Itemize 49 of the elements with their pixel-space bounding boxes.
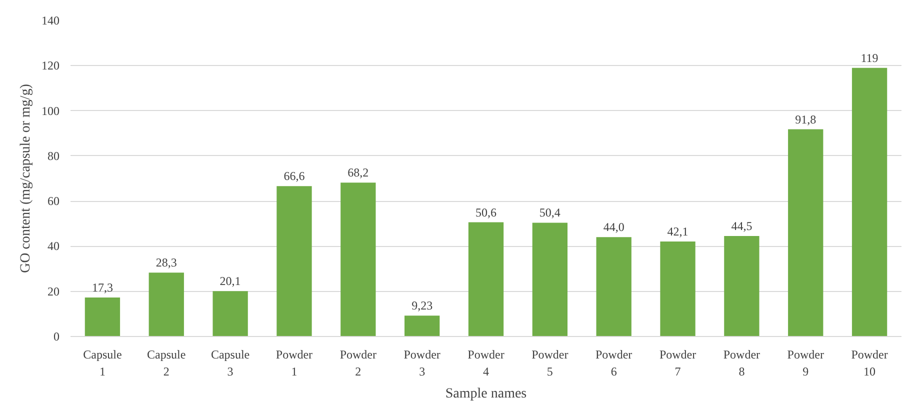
x-tick-label: Powder 6 [596,348,632,378]
y-tick-label: 80 [48,148,60,163]
bar [84,297,120,336]
y-tick-label: 140 [42,14,60,28]
x-tick-label: Powder 1 [276,348,313,378]
x-tick-label: Capsule 1 [83,348,122,378]
y-tick-label: 120 [42,58,60,73]
x-tick-label: Powder 3 [404,348,440,378]
data-label: 28,3 [156,256,177,270]
x-tick-label: Powder 4 [468,348,504,378]
y-tick-label: 60 [48,194,60,208]
x-tick-label: Powder 7 [659,348,696,378]
bar [788,129,824,336]
bar [148,272,184,336]
x-tick-label: Powder 10 [851,348,888,378]
y-tick-label: 40 [48,239,60,254]
bar [340,182,376,336]
y-tick-label: 0 [54,330,60,344]
y-tick-label: 100 [42,104,60,118]
data-label: 91,8 [795,112,816,126]
bar [724,236,760,336]
data-label: 42,1 [667,224,688,238]
bar [596,237,632,336]
bar [276,186,312,336]
data-label: 66,6 [284,169,305,184]
data-label: 17,3 [92,280,113,294]
bar [660,241,696,336]
bar [468,222,504,336]
x-tick-label: Capsule 3 [210,348,250,378]
data-label: 50,6 [476,205,496,220]
data-label: 44,0 [603,220,624,234]
bar [532,222,568,336]
y-tick-label: 20 [48,284,60,298]
bar [852,68,888,336]
x-tick-label: Powder 9 [787,348,824,378]
data-label: 44,5 [731,219,752,234]
y-axis-title: GO content (mg/capsule or mg/g) [18,84,34,273]
data-label: 50,4 [539,206,560,220]
x-tick-label: Powder 2 [340,348,376,378]
x-tick-label: Capsule 2 [147,348,186,378]
data-label: 9,23 [412,298,433,313]
data-label: 119 [860,50,878,65]
bar [212,291,248,336]
x-tick-label: Powder 8 [723,348,760,378]
data-label: 20,1 [220,274,241,288]
x-tick-label: Powder 5 [532,348,568,378]
bar [404,316,440,336]
x-axis-title: Sample names [445,386,527,402]
data-label: 68,2 [348,166,369,180]
